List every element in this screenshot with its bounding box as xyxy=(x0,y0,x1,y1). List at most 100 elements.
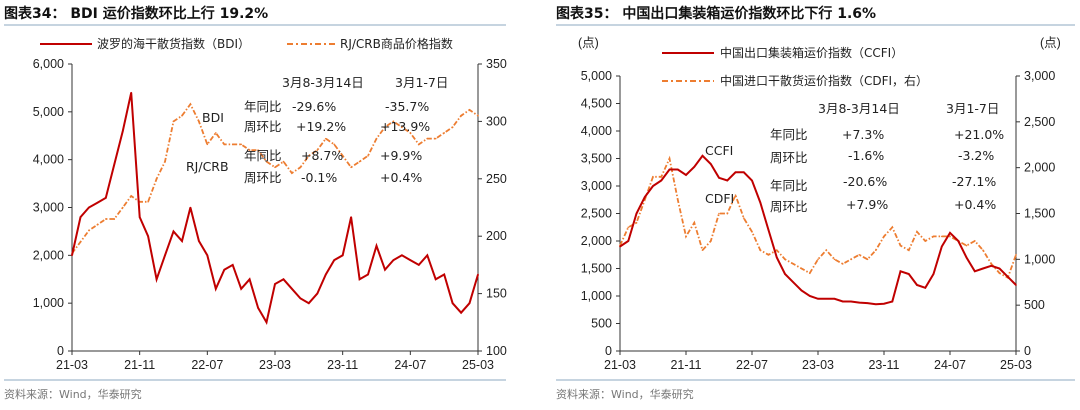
data-point xyxy=(932,273,935,275)
chart1-table: 年同比 -29.6% -35.7% 周环比 +19.2% +13.9% 年同比 … xyxy=(244,99,430,185)
row-label: 周环比 xyxy=(244,170,282,185)
data-point xyxy=(693,165,696,168)
data-point xyxy=(858,301,861,304)
data-point xyxy=(858,253,861,256)
data-point xyxy=(299,297,302,300)
data-point xyxy=(308,155,310,157)
chart2-source: 资料来源：Wind，华泰研究 xyxy=(556,387,694,401)
y-left-tick-label: 6,000 xyxy=(33,57,64,71)
y-left-tick-label: 5,000 xyxy=(581,69,612,83)
row-label: 年同比 xyxy=(244,99,282,114)
data-point xyxy=(709,163,712,165)
data-point xyxy=(231,264,234,266)
chart1-title: 图表34： BDI 运价指数环比上行 19.2% xyxy=(4,5,268,22)
data-point xyxy=(333,143,336,146)
data-point xyxy=(841,263,844,265)
data-point xyxy=(384,126,386,128)
data-point xyxy=(866,258,869,261)
data-point xyxy=(105,197,107,199)
data-point xyxy=(924,286,927,289)
data-point xyxy=(916,231,918,233)
data-point xyxy=(147,235,149,237)
y-left-tick-label: 1,500 xyxy=(581,262,612,276)
data-point xyxy=(833,297,836,300)
y-right-tick-label: 0 xyxy=(1024,344,1031,358)
y-left-tick-label: 1,000 xyxy=(581,289,612,303)
data-point xyxy=(189,206,192,209)
data-point xyxy=(375,137,378,140)
cell: -3.2% xyxy=(958,148,994,163)
cell: +0.4% xyxy=(954,197,996,212)
data-point xyxy=(635,221,638,224)
data-point xyxy=(401,126,403,128)
data-point xyxy=(817,258,819,261)
data-point xyxy=(627,226,630,229)
data-point xyxy=(443,132,445,134)
data-point xyxy=(324,137,327,140)
data-point xyxy=(164,254,166,257)
chart1-header-1: 3月8-3月14日 xyxy=(282,75,364,90)
chart2-header-2: 3月1-7日 xyxy=(946,101,999,116)
cell: +21.0% xyxy=(954,127,1004,142)
data-point xyxy=(257,307,259,309)
data-point xyxy=(792,281,795,284)
data-point xyxy=(907,273,910,275)
data-point xyxy=(274,166,276,169)
data-point xyxy=(96,201,99,204)
data-point xyxy=(384,268,386,271)
data-point xyxy=(932,235,935,238)
data-point xyxy=(874,303,877,306)
y-left-tick-label: 0 xyxy=(605,344,612,358)
data-point xyxy=(206,143,209,146)
data-point xyxy=(668,168,671,171)
data-point xyxy=(800,267,803,270)
data-point xyxy=(181,240,183,242)
data-point xyxy=(874,249,877,251)
data-point xyxy=(291,172,293,174)
data-point xyxy=(924,240,927,242)
data-point xyxy=(709,240,712,242)
data-point xyxy=(701,249,704,251)
x-tick-label: 23-03 xyxy=(802,358,834,372)
data-point xyxy=(973,270,976,273)
data-point xyxy=(434,278,437,281)
chart2-label-ccfi: CCFI xyxy=(705,143,733,158)
y-right-tick-label: 200 xyxy=(486,229,507,243)
row-label: 年同比 xyxy=(770,178,808,193)
cell: -27.1% xyxy=(952,174,996,189)
data-point xyxy=(155,178,158,180)
data-point xyxy=(965,244,968,247)
data-point xyxy=(883,302,885,305)
x-tick-label: 22-07 xyxy=(191,358,223,372)
data-point xyxy=(375,244,378,247)
data-point xyxy=(808,295,811,297)
x-tick-label: 25-03 xyxy=(462,358,494,372)
data-point xyxy=(282,278,285,281)
cell: +9.9% xyxy=(380,148,422,163)
row-label: 年同比 xyxy=(244,148,282,163)
cell: +0.4% xyxy=(380,170,422,185)
data-point xyxy=(71,254,73,257)
x-tick-label: 24-07 xyxy=(394,358,426,372)
data-point xyxy=(121,206,124,209)
data-point xyxy=(825,249,828,251)
data-point xyxy=(668,157,671,160)
chart1-plot: 0 1,000 2,000 3,000 4,000 5,000 6,000 100 150 200… xyxy=(33,57,507,372)
data-point xyxy=(643,196,646,198)
x-tick-label: 21-03 xyxy=(604,358,636,372)
data-point xyxy=(468,109,471,111)
data-point xyxy=(130,91,133,94)
data-point xyxy=(206,254,209,257)
data-point xyxy=(751,231,753,233)
data-point xyxy=(998,267,1001,270)
data-point xyxy=(401,254,403,257)
data-point xyxy=(784,258,786,261)
data-point xyxy=(767,229,770,231)
data-point xyxy=(274,283,276,285)
data-point xyxy=(392,259,395,261)
data-point xyxy=(214,288,217,290)
y-left-tick-label: 500 xyxy=(591,317,612,331)
data-point xyxy=(426,254,429,257)
data-point xyxy=(460,311,462,314)
row-label: 周环比 xyxy=(244,119,282,134)
